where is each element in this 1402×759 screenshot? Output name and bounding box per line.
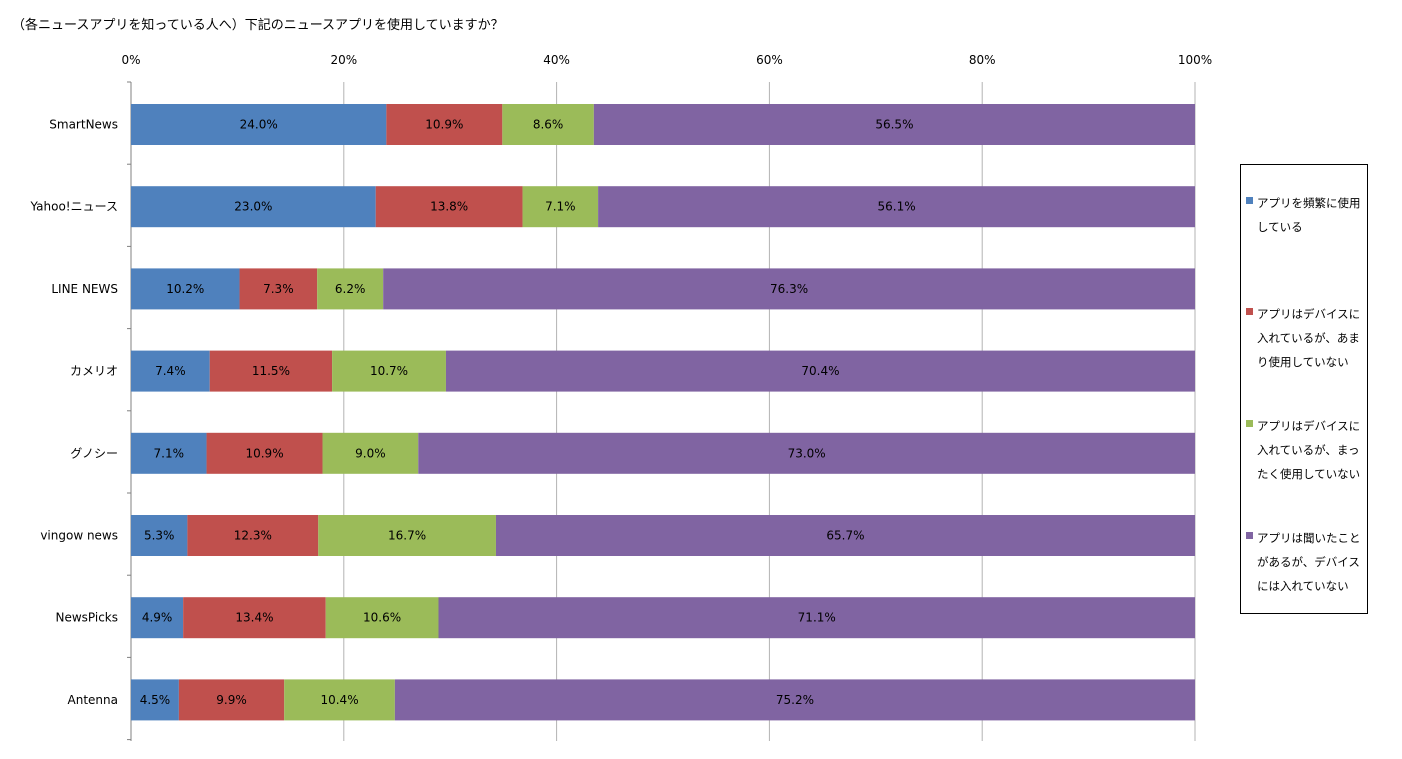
category-label: LINE NEWS <box>51 282 118 296</box>
legend-label-not-installed: アプリは聞いたことがあるが、デバイスには入れていない <box>1257 531 1361 593</box>
bar-segment <box>284 679 395 721</box>
data-label: 10.6% <box>363 611 401 625</box>
data-label: 70.4% <box>801 364 839 378</box>
bar-segment <box>209 350 333 392</box>
data-label: 56.1% <box>877 200 915 214</box>
bar-segment <box>332 350 446 392</box>
data-label: 75.2% <box>776 693 814 707</box>
bar-segment <box>131 268 240 310</box>
bar-segment <box>495 515 1195 556</box>
bar-segment <box>131 350 210 392</box>
legend-label-never-used: アプリはデバイスに入れているが、まったく使用していない <box>1257 419 1361 481</box>
data-label: 23.0% <box>234 200 272 214</box>
data-label: 13.8% <box>430 200 468 214</box>
bar-segment <box>522 186 599 228</box>
bar-segment <box>375 186 523 228</box>
x-tick-label: 80% <box>969 53 996 67</box>
x-tick-label: 40% <box>543 53 570 67</box>
x-tick-label: 0% <box>121 53 140 67</box>
legend: アプリを頻繁に使用している アプリはデバイスに入れているが、あまり使用していない… <box>1240 164 1368 614</box>
data-label: 13.4% <box>235 611 273 625</box>
bar-segment <box>418 432 1195 474</box>
data-label: 10.2% <box>166 282 204 296</box>
x-tick-label: 100% <box>1178 53 1212 67</box>
category-label: Yahoo!ニュース <box>29 200 118 214</box>
bar-segment <box>445 350 1196 392</box>
data-label: 10.7% <box>370 364 408 378</box>
bar-segment <box>183 597 326 639</box>
category-label: NewsPicks <box>55 611 118 625</box>
bar-segment <box>206 432 323 474</box>
bar-segment <box>386 104 503 145</box>
category-label: カメリオ <box>70 364 118 378</box>
data-label: 12.3% <box>234 529 272 543</box>
chart-title: （各ニュースアプリを知っている人へ）下記のニュースアプリを使用していますか？ <box>12 18 504 33</box>
legend-label-frequent: アプリを頻繁に使用している <box>1257 196 1361 234</box>
data-label: 24.0% <box>240 118 278 132</box>
data-label: 10.9% <box>425 118 463 132</box>
bar-segment <box>131 186 376 228</box>
data-label: 71.1% <box>798 611 836 625</box>
data-label: 4.5% <box>140 693 171 707</box>
data-label: 73.0% <box>788 446 826 460</box>
data-label: 5.3% <box>144 529 175 543</box>
bar-segment <box>394 679 1195 721</box>
data-label: 9.9% <box>216 693 247 707</box>
legend-swatch-rarely-used <box>1246 308 1253 315</box>
data-label: 6.2% <box>335 282 366 296</box>
category-label: グノシー <box>70 446 118 460</box>
bar-segment <box>438 597 1196 639</box>
bar-segment <box>318 515 496 556</box>
data-label: 7.4% <box>155 364 186 378</box>
bar-segment <box>317 268 384 310</box>
bar-segment <box>239 268 318 310</box>
bar-segment <box>322 432 419 474</box>
data-label: 11.5% <box>252 364 290 378</box>
bar-segment <box>325 597 439 639</box>
bar-segment <box>131 104 387 145</box>
category-label: Antenna <box>68 693 118 707</box>
bar-segment <box>187 515 319 556</box>
legend-swatch-frequent <box>1246 197 1253 204</box>
category-label: vingow news <box>40 529 118 543</box>
data-label: 65.7% <box>826 529 864 543</box>
data-label: 10.4% <box>320 693 358 707</box>
legend-swatch-never-used <box>1246 420 1253 427</box>
bar-segment <box>131 432 207 474</box>
x-tick-label: 20% <box>330 53 357 67</box>
legend-swatch-not-installed <box>1246 532 1253 539</box>
legend-label-rarely-used: アプリはデバイスに入れているが、あまり使用していない <box>1257 307 1361 369</box>
data-label: 76.3% <box>770 282 808 296</box>
bar-segment <box>598 186 1195 228</box>
category-label: SmartNews <box>49 118 118 132</box>
data-label: 8.6% <box>533 118 564 132</box>
bar-segment <box>131 679 179 721</box>
bar-segment <box>178 679 285 721</box>
bar-segment <box>131 597 184 639</box>
data-label: 56.5% <box>875 118 913 132</box>
bar-segment <box>131 515 188 556</box>
data-label: 4.9% <box>142 611 173 625</box>
bar-segment <box>593 104 1195 145</box>
data-label: 7.1% <box>154 446 185 460</box>
data-label: 10.9% <box>245 446 283 460</box>
x-tick-label: 60% <box>756 53 783 67</box>
data-label: 7.1% <box>545 200 576 214</box>
data-label: 16.7% <box>388 529 426 543</box>
bar-segment <box>502 104 594 145</box>
data-label: 7.3% <box>263 282 294 296</box>
bar-segment <box>383 268 1196 310</box>
data-label: 9.0% <box>355 446 386 460</box>
